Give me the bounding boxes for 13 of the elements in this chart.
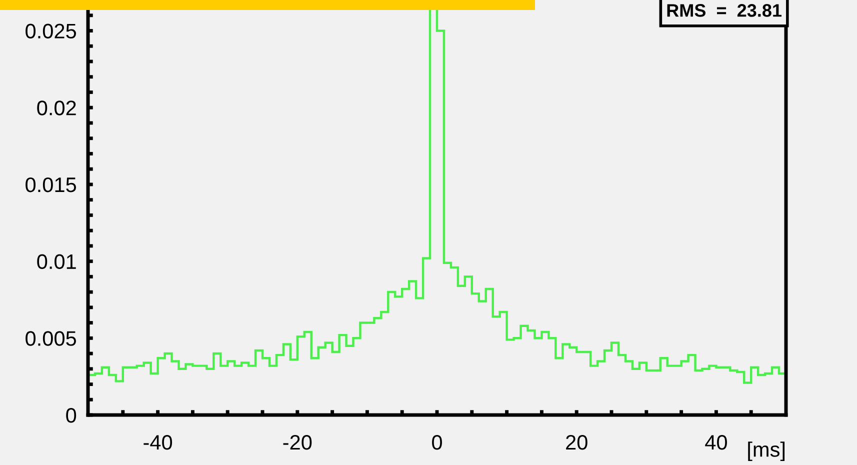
annotation: RMS = 23.81 bbox=[667, 4, 782, 17]
x-axis-title: [ms] bbox=[748, 442, 785, 461]
x-tick-label: 20 bbox=[566, 434, 588, 450]
y-tick-label: 0 bbox=[66, 408, 76, 423]
y-tick-label: 0.01 bbox=[37, 254, 76, 270]
y-tick-label: 0.02 bbox=[37, 100, 76, 116]
y-tick-label: 0.005 bbox=[26, 331, 76, 346]
x-tick-label: 0 bbox=[432, 434, 442, 450]
x-tick-label: -40 bbox=[144, 434, 172, 450]
y-tick-label: 0.025 bbox=[26, 24, 76, 38]
x-tick-label: -20 bbox=[283, 434, 312, 450]
y-tick-label: 0.015 bbox=[26, 177, 76, 192]
x-tick-label: 40 bbox=[705, 434, 727, 450]
